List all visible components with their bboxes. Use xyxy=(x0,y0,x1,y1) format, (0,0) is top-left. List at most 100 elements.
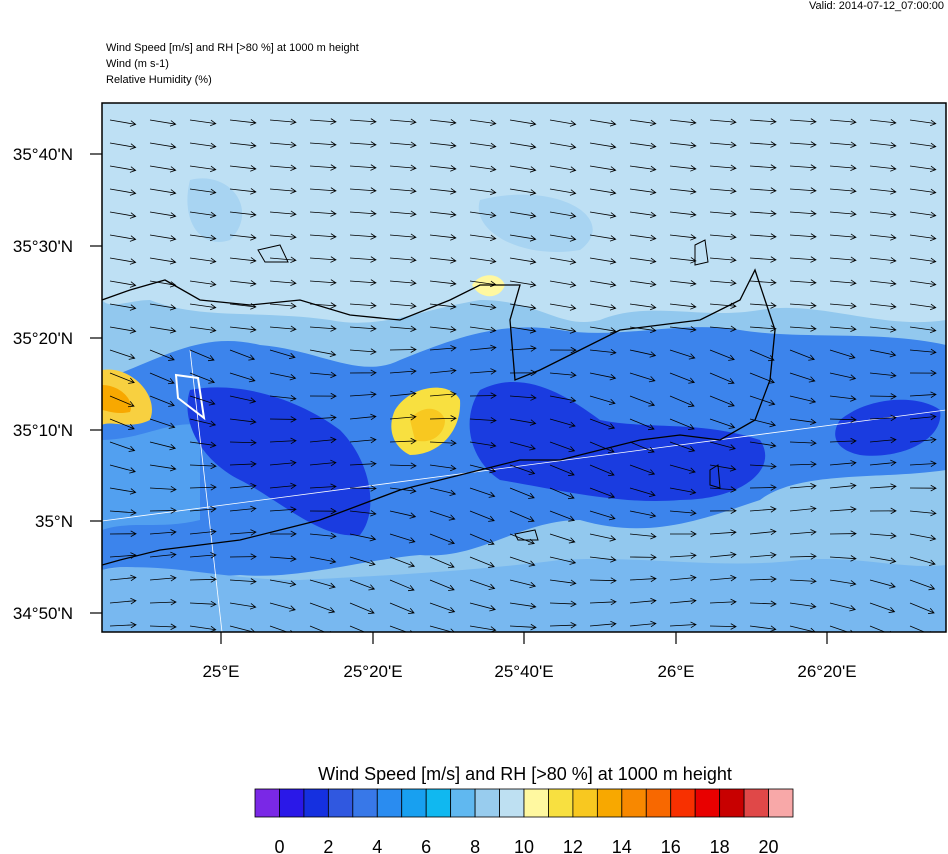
wind-arrow xyxy=(269,530,297,538)
wind-arrow xyxy=(549,556,577,565)
wind-arrow xyxy=(549,622,577,629)
wind-arrow xyxy=(509,188,537,196)
wind-arrow xyxy=(669,280,697,287)
colorbar-box xyxy=(327,788,354,818)
wind-arrow xyxy=(789,625,816,632)
wind-arrow xyxy=(909,391,937,398)
wind-arrow xyxy=(909,509,937,517)
wind-arrow xyxy=(829,325,857,333)
wind-arrow xyxy=(709,395,735,407)
wind-arrow xyxy=(349,510,377,517)
wind-arrow xyxy=(629,257,657,265)
wind-arrow xyxy=(109,326,137,334)
wind-arrow xyxy=(869,142,897,149)
wind-arrow xyxy=(309,302,337,309)
colorbar-box xyxy=(425,788,452,818)
wind-arrow xyxy=(349,279,377,286)
wind-arrow xyxy=(669,188,697,195)
wind-arrow xyxy=(829,118,857,126)
wind-arrow xyxy=(829,302,857,310)
wind-arrow xyxy=(789,187,817,194)
colorbar-box xyxy=(719,788,745,818)
wind-arrow xyxy=(189,119,217,127)
wind-arrow xyxy=(629,487,656,497)
wind-arrow xyxy=(269,416,297,423)
wind-arrow xyxy=(429,142,457,149)
wind-arrow xyxy=(509,345,537,352)
colorbar-box xyxy=(743,788,769,818)
wind-arrow xyxy=(669,234,697,241)
wind-arrow xyxy=(909,234,937,242)
wind-arrow xyxy=(549,510,576,522)
wind-arrow xyxy=(149,349,175,361)
wind-arrow xyxy=(149,326,177,334)
wind-arrow xyxy=(269,210,297,218)
wind-arrow xyxy=(349,436,377,444)
wind-arrow xyxy=(189,234,217,242)
wind-arrow xyxy=(149,395,175,407)
colorbar-box xyxy=(474,788,500,818)
wind-arrow xyxy=(149,485,177,493)
wind-arrow xyxy=(429,367,457,375)
wind-arrow xyxy=(709,464,737,472)
wind-arrow xyxy=(469,188,497,196)
wind-arrow xyxy=(549,600,577,608)
wind-arrow xyxy=(309,602,336,614)
colorbar-box xyxy=(450,788,476,818)
wind-arrow xyxy=(789,118,817,125)
wind-arrow xyxy=(229,349,256,361)
wind-arrow xyxy=(749,325,777,332)
wind-arrow xyxy=(869,393,897,400)
colorbar-box xyxy=(401,788,427,818)
wind-arrow xyxy=(549,464,575,476)
wind-arrow xyxy=(749,441,777,449)
wind-arrow xyxy=(469,165,497,173)
wind-arrow xyxy=(229,482,257,490)
wind-arrow xyxy=(509,234,537,242)
wind-arrow xyxy=(909,188,937,196)
wind-arrow xyxy=(389,390,417,398)
wind-arrow xyxy=(309,414,337,421)
wind-arrow xyxy=(109,552,137,559)
wind-arrow xyxy=(549,371,577,379)
wind-arrow xyxy=(229,280,257,287)
wind-arrow xyxy=(269,482,297,490)
wind-arrow xyxy=(389,279,417,287)
wind-arrow xyxy=(189,506,217,513)
wind-arrow xyxy=(749,118,777,125)
wind-arrow xyxy=(109,188,137,196)
wind-arrow xyxy=(349,210,377,217)
wind-arrow xyxy=(629,597,657,605)
wind-arrow xyxy=(229,326,257,333)
wind-arrow xyxy=(749,625,777,632)
wind-arrow xyxy=(629,349,657,358)
wind-arrow xyxy=(349,579,376,591)
wind-arrow xyxy=(309,187,337,194)
wind-arrow xyxy=(829,233,857,241)
wind-arrow xyxy=(269,372,297,381)
wind-arrow xyxy=(509,487,535,499)
wind-arrow xyxy=(869,507,897,515)
wind-arrow xyxy=(909,556,936,566)
wind-arrow xyxy=(389,141,417,149)
wind-arrow xyxy=(109,597,137,605)
wind-arrow xyxy=(389,602,415,614)
wind-arrow xyxy=(309,349,337,358)
wind-arrow xyxy=(789,349,815,361)
wind-arrow xyxy=(749,349,775,362)
wind-arrow xyxy=(229,418,257,425)
wind-arrow xyxy=(909,257,937,265)
wind-arrow xyxy=(589,349,617,356)
wind-arrow xyxy=(589,303,617,311)
colorbar-label: 14 xyxy=(612,837,632,854)
wind-arrow xyxy=(229,257,257,264)
wind-arrow xyxy=(149,372,175,385)
wind-arrow xyxy=(309,233,337,240)
wind-arrow xyxy=(189,211,217,219)
wind-arrow xyxy=(589,533,617,542)
wind-arrow xyxy=(789,141,817,148)
wind-arrow xyxy=(429,326,457,333)
wind-arrow xyxy=(229,395,257,404)
wind-arrow xyxy=(709,141,737,149)
wind-arrow xyxy=(589,441,615,454)
